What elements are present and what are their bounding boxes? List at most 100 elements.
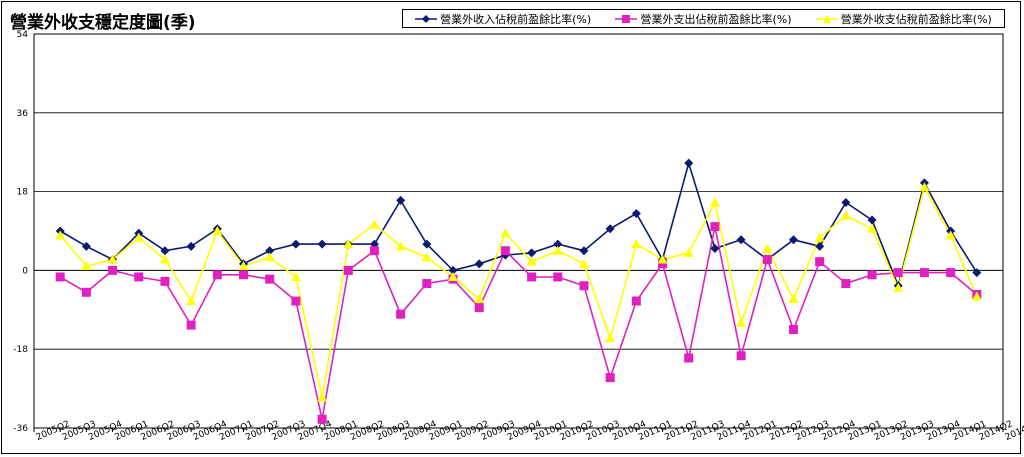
data-point-net — [526, 256, 537, 266]
series-line-0 — [59, 160, 978, 289]
data-point-income — [317, 239, 327, 249]
legend-key-income — [415, 14, 438, 23]
data-point-net — [81, 261, 92, 271]
data-point-expense — [134, 272, 144, 282]
data-point-expense — [186, 320, 196, 330]
data-point-income — [291, 239, 301, 249]
data-point-income — [553, 239, 563, 249]
data-point-net — [290, 271, 301, 281]
data-point-income — [684, 158, 694, 168]
legend-key-net — [815, 14, 838, 23]
data-point-expense — [893, 268, 903, 278]
data-point-expense — [605, 373, 615, 383]
data-point-net — [762, 243, 773, 253]
legend-label-net: 營業外收支佔稅前盈餘比率(%) — [840, 12, 992, 26]
data-point-expense — [343, 265, 353, 275]
data-point-expense — [239, 270, 249, 280]
data-point-net — [657, 254, 668, 264]
data-point-net — [133, 232, 144, 242]
data-point-net — [369, 219, 380, 229]
data-point-net — [971, 291, 982, 301]
data-point-net — [448, 271, 459, 281]
data-point-expense — [684, 353, 694, 363]
data-point-expense — [867, 270, 877, 280]
data-point-income — [474, 259, 484, 269]
data-point-income — [422, 239, 432, 249]
data-point-income — [815, 241, 825, 251]
data-point-income — [527, 248, 537, 258]
data-point-expense — [265, 274, 275, 284]
data-point-net — [343, 239, 354, 249]
data-point-income — [788, 235, 798, 245]
data-point-net — [867, 223, 878, 233]
data-point-net — [264, 252, 275, 262]
data-point-income — [265, 246, 275, 256]
data-point-net — [212, 226, 223, 235]
data-point-net — [421, 252, 432, 262]
legend-label-expense: 營業外支出佔稅前盈餘比率(%) — [640, 12, 792, 26]
legend-label-income: 營業外收入佔稅前盈餘比率(%) — [440, 12, 592, 26]
data-point-net — [474, 293, 485, 303]
data-point-income — [448, 265, 458, 275]
data-point-net — [578, 258, 589, 268]
series-line-2 — [59, 185, 978, 398]
data-point-net — [814, 232, 825, 242]
data-point-net — [631, 239, 642, 249]
data-point-expense — [579, 281, 589, 291]
data-point-net — [55, 230, 66, 240]
data-point-income — [867, 215, 877, 225]
data-point-expense — [527, 272, 537, 282]
data-point-income — [736, 235, 746, 245]
y-tick-label: 18 — [17, 188, 29, 198]
legend-item-expense: 營業外支出佔稅前盈餘比率(%) — [615, 11, 792, 27]
data-point-expense — [317, 414, 327, 424]
data-point-expense — [710, 222, 720, 232]
data-point-net — [919, 182, 930, 192]
y-tick-label: 36 — [17, 109, 29, 119]
data-point-expense — [658, 259, 668, 269]
data-point-net — [395, 241, 406, 251]
data-point-net — [709, 197, 720, 207]
data-point-net — [186, 296, 197, 306]
y-tick-label: 0 — [22, 266, 28, 276]
data-point-expense — [762, 254, 772, 264]
data-point-net — [238, 261, 249, 271]
data-point-income — [396, 195, 406, 205]
plot-area — [33, 33, 1004, 429]
data-point-expense — [736, 351, 746, 361]
data-point-income — [160, 246, 170, 256]
data-point-expense — [815, 257, 825, 267]
data-point-expense — [55, 272, 65, 282]
data-point-expense — [946, 268, 956, 278]
data-point-expense — [919, 268, 929, 278]
chart-title: 營業外收支穩定度圖(季) — [10, 13, 196, 33]
data-point-expense — [553, 272, 563, 282]
data-point-income — [186, 241, 196, 251]
data-point-net — [945, 230, 956, 240]
data-point-net — [159, 254, 170, 264]
data-point-income — [972, 268, 982, 278]
data-point-expense — [369, 246, 379, 256]
data-point-net — [552, 245, 563, 255]
data-point-net — [317, 392, 328, 402]
data-point-expense — [474, 303, 484, 313]
data-point-net — [500, 228, 511, 238]
data-point-expense — [212, 270, 222, 280]
data-point-income — [605, 224, 615, 234]
legend-key-expense — [615, 14, 638, 23]
data-point-expense — [500, 246, 510, 256]
data-point-net — [736, 317, 747, 327]
data-point-expense — [81, 287, 91, 297]
data-point-net — [683, 247, 694, 257]
data-point-income — [81, 241, 91, 251]
data-point-net — [840, 210, 851, 220]
y-tick-label: -36 — [13, 424, 28, 434]
data-point-expense — [291, 296, 301, 306]
data-point-net — [893, 282, 904, 292]
data-point-net — [788, 293, 799, 303]
data-point-expense — [160, 276, 170, 286]
legend-item-net: 營業外收支佔稅前盈餘比率(%) — [815, 11, 992, 27]
data-point-income — [631, 208, 641, 218]
y-tick-label: -18 — [13, 345, 28, 355]
